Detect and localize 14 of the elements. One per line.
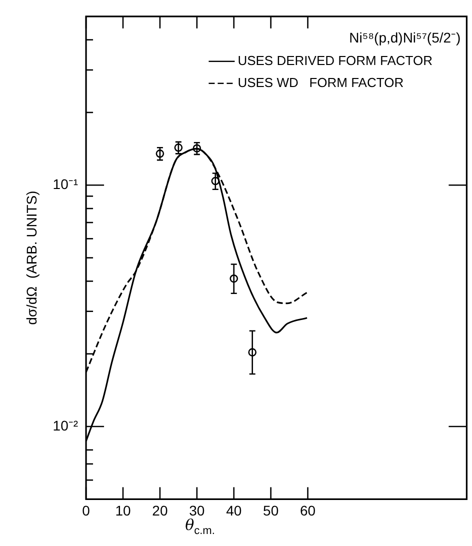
x-tick-label: 60: [300, 502, 316, 518]
x-tick-label: 10: [115, 502, 131, 518]
y-axis-title: dσ/dΩ (ARB. UNITS): [23, 190, 40, 325]
y-tick-label: 10⁻¹: [52, 176, 78, 192]
legend-label: USES DERIVED FORM FACTOR: [238, 52, 432, 68]
x-tick-label: 40: [226, 502, 242, 518]
x-axis-title: θ$_{c.m.}$: [185, 516, 215, 537]
x-tick-label: 30: [189, 502, 205, 518]
x-tick-label: 50: [263, 502, 279, 518]
x-tick-label: 0: [82, 502, 90, 518]
text: Ni⁵⁸(p,d)Ni⁵⁷(5/2⁻): [349, 29, 461, 46]
x-tick-label: 20: [152, 502, 168, 518]
y-tick-label: 10⁻²: [52, 417, 78, 434]
legend-label: USES WD FORM FACTOR: [238, 74, 404, 90]
